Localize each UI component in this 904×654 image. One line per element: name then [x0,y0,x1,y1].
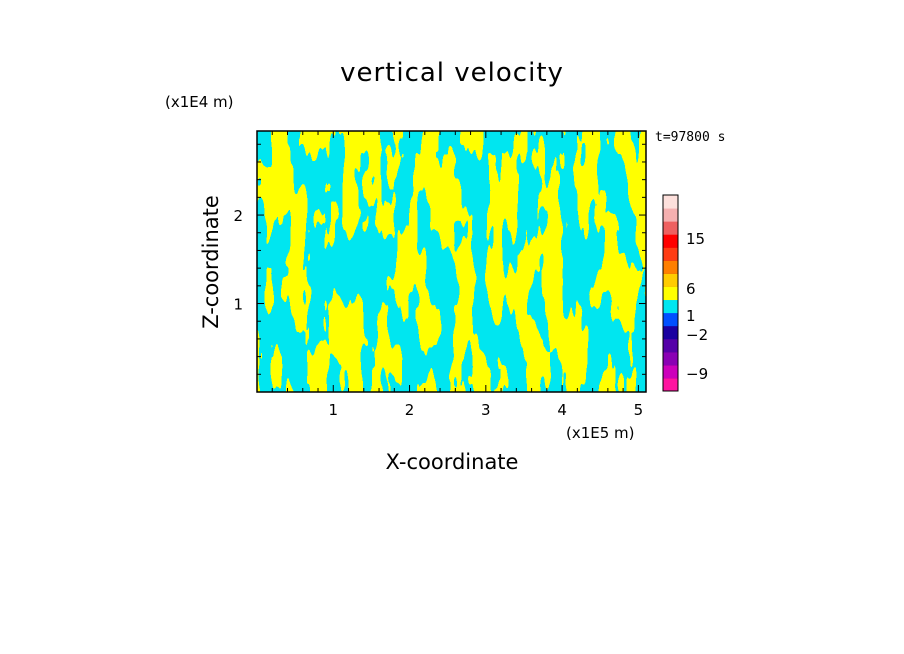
z-tick-label: 2 [233,207,243,225]
colorbar-level [663,351,678,366]
x-ticks [271,131,639,392]
colorbar-level [663,273,678,287]
x-tick-label: 5 [634,401,644,419]
colorbar-level [663,221,678,235]
x-tick-label: 4 [557,401,567,419]
x-tick-label: 1 [329,401,339,419]
time-label: t=97800 s [655,130,726,145]
colorbar-level [663,247,678,261]
plot-area [257,131,646,392]
colorbar-frame [662,194,679,392]
z-axis-unit: (x1E4 m) [165,93,234,111]
y-axis-label: Z-coordinate [199,195,223,329]
z-tick-labels: 12 [233,207,243,313]
colorbar-tick-label: 15 [686,230,705,248]
colorbar-tick-labels: 15 6 1−2 −9 [686,230,708,383]
colorbar-tick-label: 6 [686,280,696,298]
colorbar-level [663,364,678,379]
z-ticks [257,143,646,375]
colorbar-tick-label: −9 [686,365,708,383]
x-tick-label: 2 [405,401,415,419]
colorbar-tick-label: −2 [686,326,708,344]
colorbar-level [663,286,678,301]
colorbar-level [663,299,678,314]
x-axis-label: X-coordinate [385,450,519,474]
colorbar-level [663,338,678,353]
field-positive-region [257,131,646,392]
colorbar-level [663,377,678,392]
colorbar [663,194,678,392]
colorbar-level [663,325,678,340]
colorbar-level [663,312,678,327]
x-tick-labels: 1 2 3 4 5 [329,401,644,419]
plot-frame [256,130,647,393]
x-tick-label: 3 [481,401,491,419]
x-axis-unit: (x1E5 m) [566,424,635,442]
colorbar-level [663,234,678,248]
chart-title: vertical velocity [340,58,564,88]
colorbar-level [663,195,678,209]
colorbar-tick-label: 1 [686,307,696,325]
colorbar-level [663,208,678,222]
colorbar-level [663,260,678,274]
z-tick-label: 1 [233,296,243,314]
